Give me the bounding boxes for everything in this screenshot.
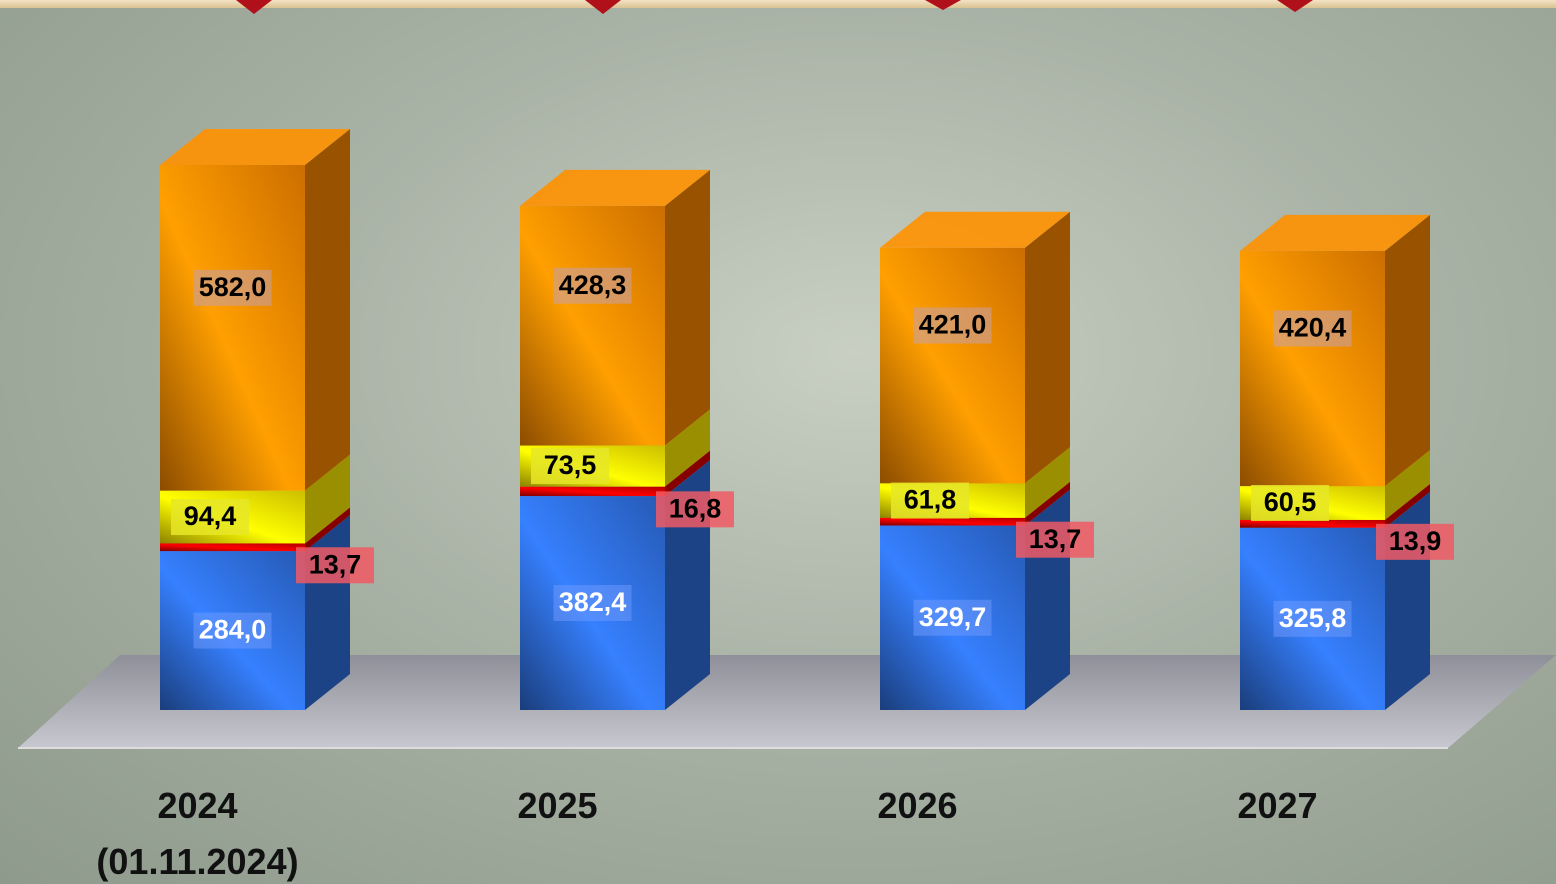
- value-label: 13,7: [1029, 524, 1082, 554]
- value-label-bg: [193, 612, 272, 649]
- value-label-bg: [1273, 310, 1352, 347]
- bar-side: [1385, 483, 1430, 528]
- x-tick-label: 2027: [1237, 785, 1318, 826]
- value-label: 428,3: [559, 270, 627, 300]
- value-label-bg: [296, 547, 374, 584]
- value-label-bg: [531, 448, 609, 485]
- bar-segment: [520, 205, 665, 446]
- bar-top: [1240, 214, 1430, 251]
- bar-side: [305, 507, 350, 552]
- x-tick-label: 2024 (01.11.2024): [96, 785, 299, 882]
- value-label: 94,4: [184, 501, 237, 531]
- bar-segment: [880, 525, 1025, 710]
- value-label-bg: [553, 585, 632, 622]
- value-label-bg: [193, 269, 272, 306]
- bar-segment: [1240, 527, 1385, 710]
- value-label: 329,7: [919, 602, 987, 632]
- bar-segment: [1240, 250, 1385, 487]
- value-label: 284,0: [199, 615, 267, 645]
- bar-segment: [1240, 519, 1385, 528]
- bar-top: [880, 211, 1070, 248]
- bar-segment: [880, 247, 1025, 484]
- bar-segment: [160, 543, 305, 552]
- bar-top: [520, 169, 710, 206]
- bar-side: [1385, 450, 1430, 520]
- bar-side: [1025, 447, 1070, 518]
- bar-segment: [880, 517, 1025, 526]
- value-label-bg: [171, 499, 249, 536]
- bar-side: [305, 129, 350, 491]
- bar-side: [665, 450, 710, 497]
- bar-side: [1025, 211, 1070, 484]
- bar-segment: [160, 165, 305, 491]
- value-label: 421,0: [919, 310, 987, 340]
- x-tick-label: 2026: [877, 785, 958, 826]
- value-label: 13,9: [1389, 526, 1442, 556]
- decorations: [236, 0, 1313, 14]
- bar-side: [1385, 214, 1430, 487]
- floor: [18, 655, 1556, 748]
- value-label: 582,0: [199, 272, 267, 302]
- bar-segment: [160, 551, 305, 710]
- bar-side: [665, 409, 710, 487]
- bar-side: [1025, 481, 1070, 526]
- bar-side: [665, 169, 710, 446]
- value-label-bg: [553, 267, 632, 304]
- value-label: 73,5: [544, 450, 597, 480]
- value-label-bg: [891, 482, 969, 519]
- value-label-bg: [656, 491, 734, 528]
- bar-side: [305, 454, 350, 544]
- top-strip: [0, 0, 1556, 8]
- value-label: 16,8: [669, 493, 722, 523]
- value-label-bg: [1251, 485, 1329, 522]
- bar-segment: [520, 486, 665, 497]
- value-label: 61,8: [904, 485, 957, 515]
- value-label: 13,7: [309, 549, 362, 579]
- value-label: 60,5: [1264, 487, 1317, 517]
- value-label-bg: [913, 599, 992, 636]
- value-label: 420,4: [1279, 313, 1347, 343]
- value-label: 382,4: [559, 587, 627, 617]
- x-tick-label: 2025: [517, 785, 598, 826]
- value-label-bg: [913, 307, 992, 344]
- value-label-bg: [1376, 523, 1454, 560]
- value-label-bg: [1016, 521, 1094, 558]
- bar-top: [160, 129, 350, 165]
- value-label: 325,8: [1279, 603, 1347, 633]
- bar-segment: [520, 496, 665, 710]
- value-label-bg: [1273, 600, 1352, 637]
